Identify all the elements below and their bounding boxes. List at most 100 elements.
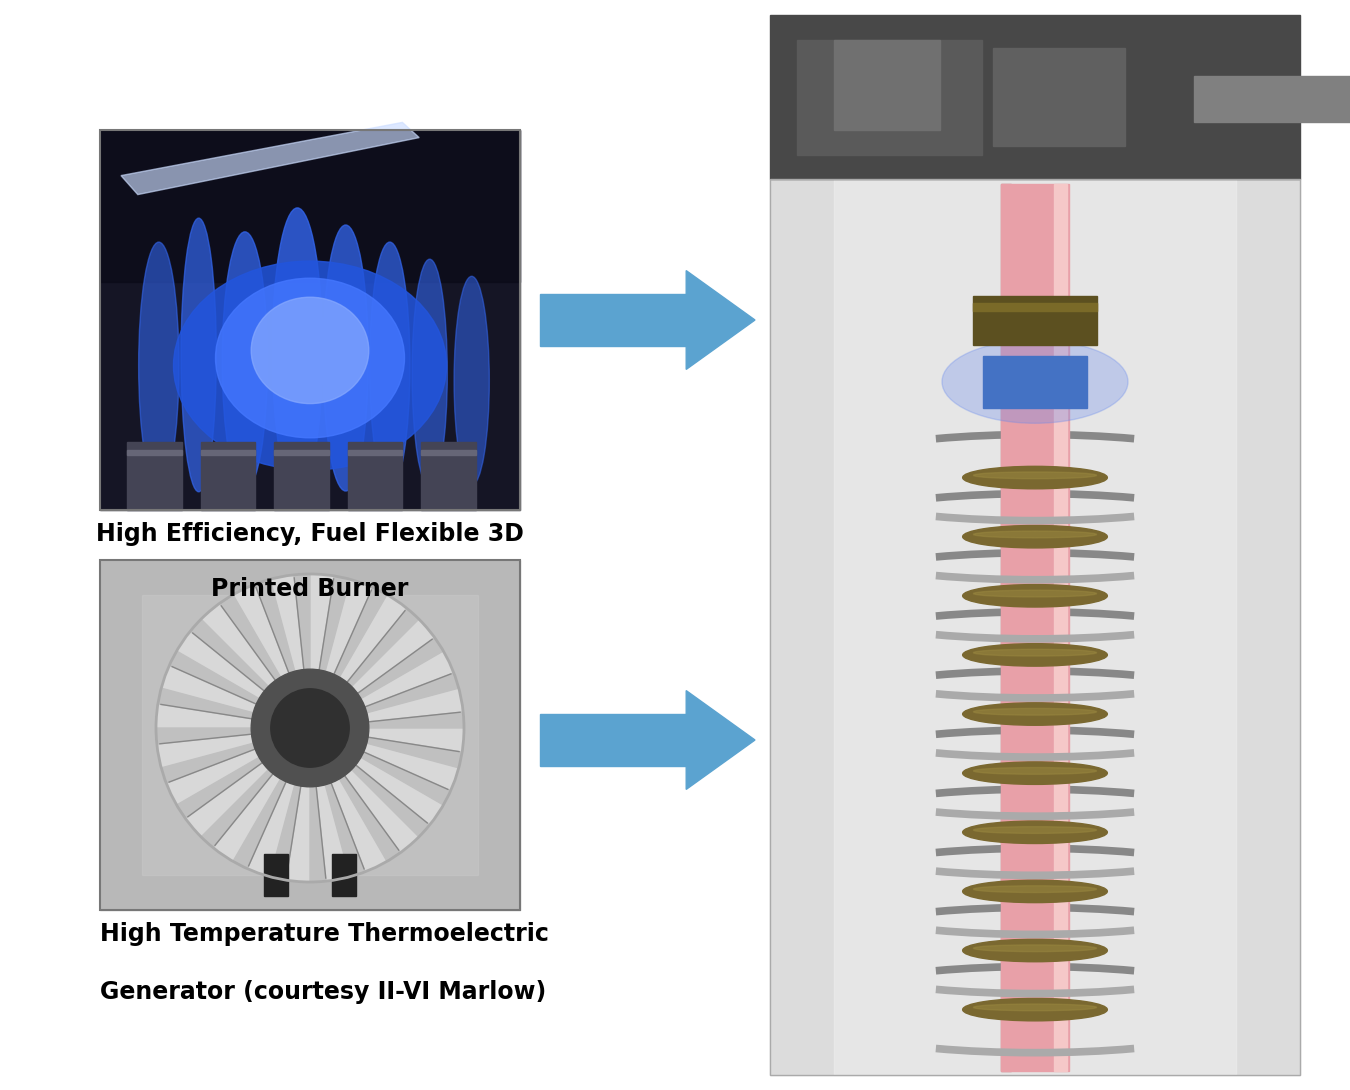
Bar — [421, 441, 477, 510]
Bar — [348, 441, 402, 510]
Bar — [100, 130, 520, 510]
Ellipse shape — [973, 650, 1096, 656]
Ellipse shape — [973, 1004, 1096, 1010]
Bar — [833, 179, 1237, 1075]
Ellipse shape — [973, 826, 1096, 834]
Polygon shape — [359, 751, 451, 806]
Bar — [769, 179, 1300, 1075]
Circle shape — [271, 689, 350, 767]
Bar — [540, 294, 686, 346]
Polygon shape — [190, 619, 270, 693]
Ellipse shape — [273, 208, 323, 493]
Ellipse shape — [973, 945, 1096, 952]
Bar — [421, 450, 477, 456]
Ellipse shape — [973, 708, 1096, 715]
Text: Generator (courtesy II-VI Marlow): Generator (courtesy II-VI Marlow) — [100, 980, 547, 1004]
Polygon shape — [122, 122, 420, 195]
Ellipse shape — [973, 531, 1096, 537]
Text: High Efficiency, Fuel Flexible 3D: High Efficiency, Fuel Flexible 3D — [96, 522, 524, 546]
Ellipse shape — [942, 340, 1129, 423]
Ellipse shape — [963, 703, 1107, 725]
Polygon shape — [294, 574, 310, 673]
Ellipse shape — [973, 472, 1096, 479]
Ellipse shape — [963, 644, 1107, 666]
Polygon shape — [366, 712, 464, 728]
Polygon shape — [346, 608, 418, 689]
Ellipse shape — [251, 298, 369, 403]
Ellipse shape — [963, 467, 1107, 488]
Bar — [127, 450, 182, 456]
Bar — [540, 714, 686, 766]
Circle shape — [157, 574, 464, 882]
Bar — [973, 295, 1098, 346]
Ellipse shape — [323, 225, 369, 490]
Ellipse shape — [181, 218, 216, 492]
Text: Printed Burner: Printed Burner — [212, 577, 409, 601]
Bar — [274, 441, 329, 510]
Polygon shape — [350, 763, 429, 837]
Ellipse shape — [139, 242, 180, 489]
Bar — [1193, 76, 1350, 122]
Circle shape — [251, 669, 369, 787]
Bar — [833, 39, 940, 130]
Ellipse shape — [174, 262, 447, 470]
Ellipse shape — [454, 276, 489, 485]
Ellipse shape — [963, 584, 1107, 607]
Polygon shape — [686, 691, 755, 789]
Ellipse shape — [223, 232, 267, 490]
Polygon shape — [169, 651, 262, 705]
Bar — [1054, 184, 1067, 1070]
Bar — [769, 15, 1300, 179]
Polygon shape — [319, 576, 350, 674]
Bar — [201, 441, 255, 510]
Polygon shape — [355, 638, 443, 700]
Text: High Temperature Thermoelectric: High Temperature Thermoelectric — [100, 922, 549, 946]
Ellipse shape — [963, 525, 1107, 548]
Polygon shape — [310, 784, 327, 882]
Polygon shape — [364, 737, 462, 767]
Polygon shape — [255, 579, 296, 676]
Bar — [1000, 184, 1069, 1070]
Polygon shape — [362, 673, 459, 714]
Ellipse shape — [973, 767, 1096, 774]
Polygon shape — [161, 742, 258, 784]
Ellipse shape — [963, 880, 1107, 903]
Polygon shape — [270, 783, 301, 880]
Ellipse shape — [963, 821, 1107, 844]
Polygon shape — [333, 588, 387, 679]
Bar — [100, 560, 520, 910]
Bar — [983, 355, 1087, 408]
Ellipse shape — [412, 259, 447, 487]
Bar — [127, 441, 182, 510]
Bar — [1000, 184, 1011, 1070]
Bar — [274, 450, 329, 456]
Bar — [265, 853, 289, 896]
Polygon shape — [201, 767, 275, 848]
Bar — [992, 48, 1125, 146]
Bar — [348, 450, 402, 456]
Bar — [100, 560, 520, 910]
Polygon shape — [157, 728, 254, 744]
Ellipse shape — [963, 940, 1107, 961]
Bar — [973, 303, 1098, 311]
Bar — [100, 130, 520, 282]
Polygon shape — [158, 688, 256, 719]
Bar — [796, 39, 981, 155]
Ellipse shape — [973, 590, 1096, 597]
Ellipse shape — [216, 278, 405, 438]
Bar — [769, 179, 1300, 1075]
Ellipse shape — [370, 242, 410, 489]
Polygon shape — [220, 595, 282, 682]
Polygon shape — [234, 776, 288, 869]
Bar — [100, 130, 520, 510]
Bar — [142, 595, 478, 875]
Ellipse shape — [963, 998, 1107, 1021]
Bar — [332, 853, 355, 896]
Ellipse shape — [973, 886, 1096, 893]
Polygon shape — [338, 773, 401, 861]
Ellipse shape — [963, 762, 1107, 785]
Polygon shape — [686, 270, 755, 370]
Polygon shape — [177, 756, 265, 819]
Polygon shape — [324, 780, 366, 876]
Bar — [201, 450, 255, 456]
